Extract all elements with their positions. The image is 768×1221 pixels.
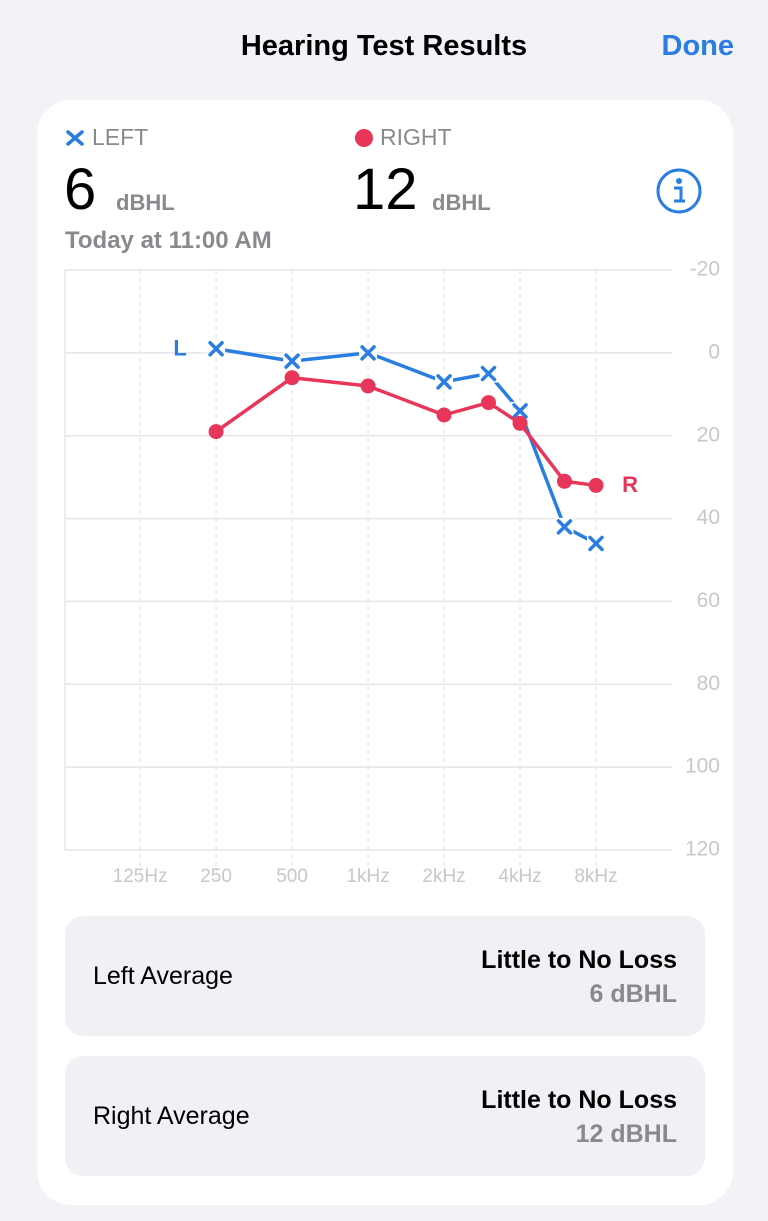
- dot-marker: [588, 477, 604, 493]
- x-marker: [587, 534, 606, 553]
- y-tick-label: 120: [685, 838, 720, 861]
- marker-cross: [480, 365, 497, 382]
- row-status: Little to No Loss: [481, 1086, 677, 1114]
- marker-cross: [512, 403, 528, 419]
- dot-marker: [512, 415, 528, 431]
- marker-cross: [588, 535, 604, 552]
- row-value: 12 dBHL: [575, 1120, 677, 1148]
- dot-marker: [284, 370, 300, 386]
- x-tick-label: 125Hz: [113, 866, 168, 887]
- left-label: LEFT: [92, 124, 149, 150]
- right-average-row: Right Average Little to No Loss 12 dBHL: [65, 1056, 705, 1176]
- row-label: Left Average: [93, 962, 233, 990]
- row-value: 6 dBHL: [589, 980, 678, 1008]
- x-tick-label: 1kHz: [346, 866, 389, 887]
- screen-title: Hearing Test Results: [240, 30, 528, 62]
- audiogram: -20 0 20 40 60 80 100 120 125Hz 250 500 1kHz 2kHz 4kH…: [64, 258, 720, 887]
- series-line: [215, 375, 597, 488]
- x-tick-label: 8kHz: [574, 866, 617, 887]
- x-tick-label: 4kHz: [498, 866, 541, 887]
- y-tick-label: 40: [697, 506, 720, 529]
- x-marker: [207, 339, 226, 358]
- marker-cross: [556, 519, 573, 535]
- marker-cross: [436, 374, 452, 390]
- row-status: Little to No Loss: [481, 946, 677, 974]
- y-tick-label: -20: [690, 258, 720, 281]
- dot-marker: [480, 395, 496, 411]
- dot-marker: [556, 473, 572, 489]
- right-icon: [355, 129, 373, 147]
- y-tick-label: 80: [697, 672, 720, 695]
- dot-marker: [208, 424, 224, 440]
- x-tick-label: 2kHz: [422, 866, 465, 887]
- left-average-row: Left Average Little to No Loss 6 dBHL: [65, 916, 705, 1036]
- marker-cross: [360, 345, 376, 361]
- x-tick-label: 250: [200, 866, 232, 887]
- x-marker: [359, 343, 378, 362]
- left-unit: dBHL: [116, 190, 175, 215]
- dot-marker: [360, 378, 376, 394]
- series-label: R: [622, 472, 638, 497]
- right-unit: dBHL: [432, 190, 491, 215]
- series-line: [215, 346, 597, 545]
- left-icon: [66, 130, 84, 146]
- y-tick-label: 100: [685, 755, 720, 778]
- series-label: L: [173, 336, 186, 361]
- x-tick-label: 500: [276, 866, 308, 887]
- x-marker: [511, 401, 530, 420]
- row-label: Right Average: [93, 1102, 250, 1130]
- dot-marker: [436, 407, 452, 423]
- done-button[interactable]: Done: [661, 30, 735, 62]
- y-tick-label: 60: [697, 589, 720, 612]
- marker-cross: [284, 353, 300, 369]
- timestamp: Today at 11:00 AM: [65, 227, 272, 254]
- x-marker: [479, 364, 498, 383]
- left-value: 6: [64, 157, 97, 222]
- right-label: RIGHT: [380, 124, 452, 150]
- y-tick-label: 0: [708, 340, 720, 363]
- info-button[interactable]: [655, 167, 703, 215]
- y-tick-label: 20: [697, 423, 720, 446]
- x-marker: [283, 352, 302, 371]
- x-marker: [555, 517, 574, 536]
- right-value: 12: [353, 157, 418, 222]
- marker-cross: [208, 340, 224, 357]
- x-marker: [435, 372, 454, 391]
